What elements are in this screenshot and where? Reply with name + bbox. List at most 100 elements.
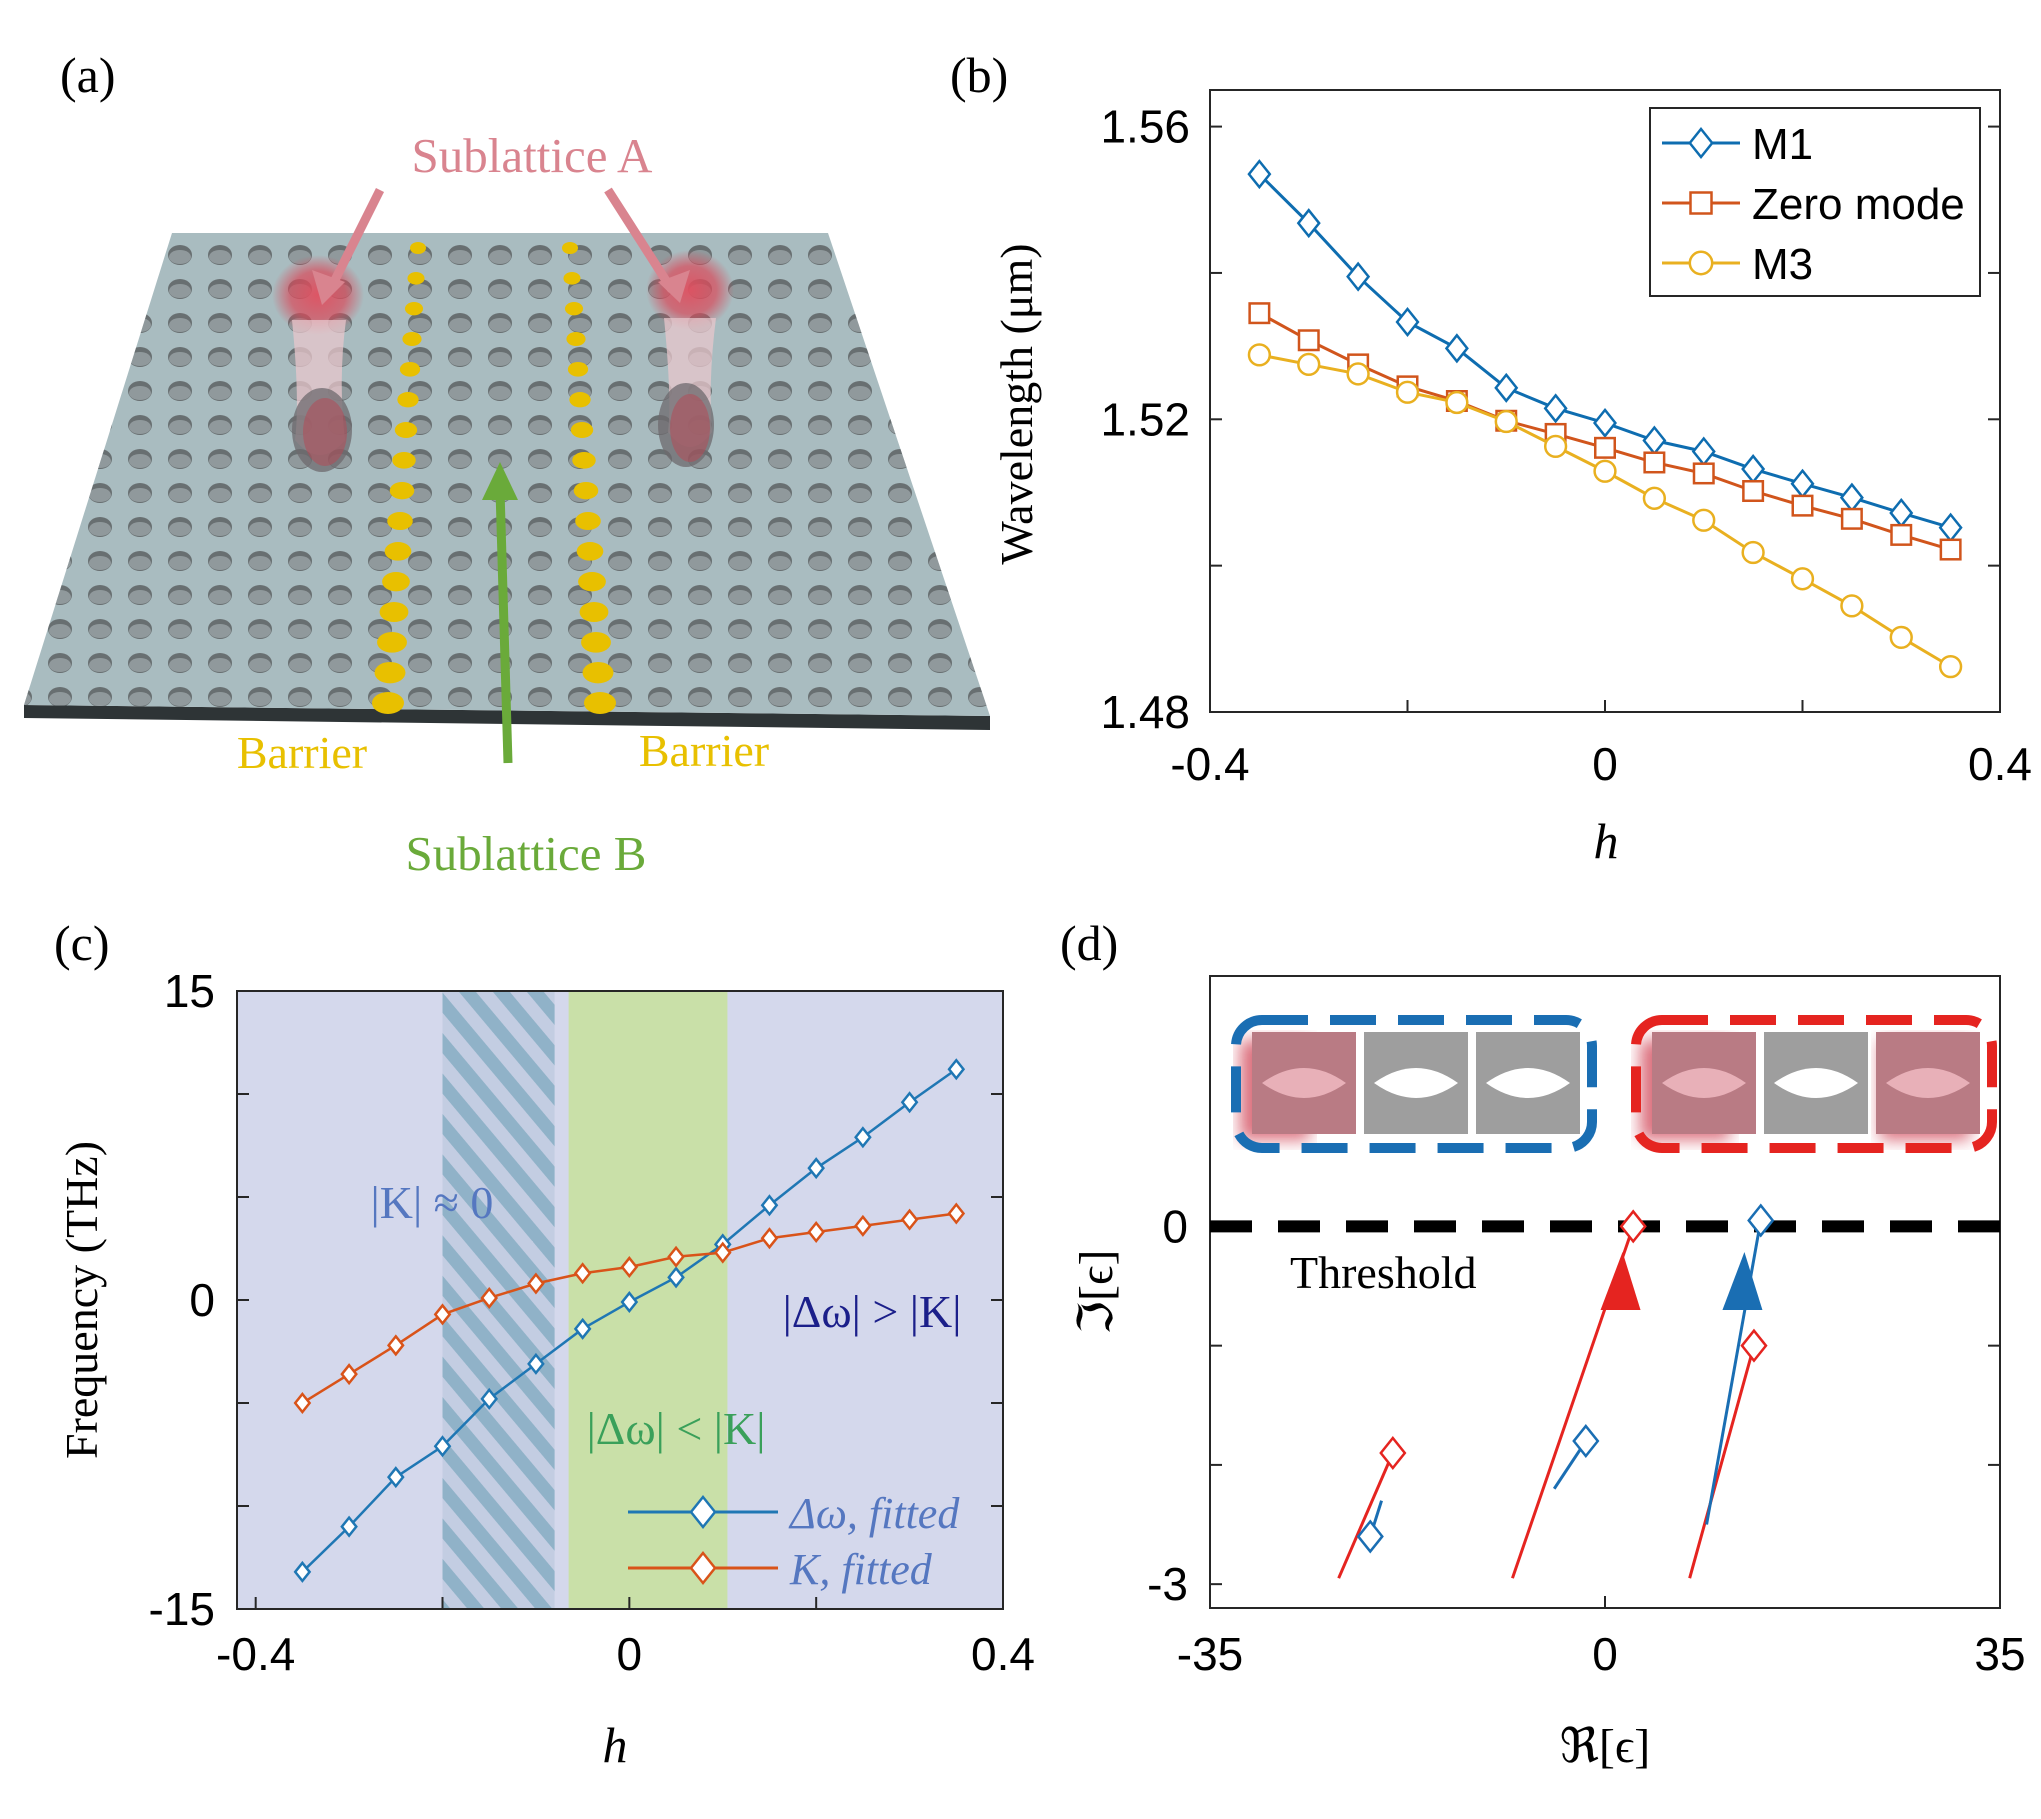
y-tick-label: 1.56 (1100, 101, 1190, 153)
panel-c-ylabel: Frequency (THz) (56, 1141, 107, 1459)
data-point (620, 1256, 639, 1279)
data-point (573, 1262, 592, 1285)
data-point (340, 1515, 358, 1538)
panel-c-series (293, 1058, 966, 1583)
legend-marker (689, 1550, 717, 1586)
region-dw-gt-k-label: |Δω| > |K| (783, 1286, 962, 1337)
legend-label: K, fitted (789, 1545, 933, 1594)
data-point (1643, 451, 1666, 474)
data-point (1592, 407, 1618, 438)
data-point (1247, 159, 1272, 190)
barrier-hole (392, 452, 416, 469)
legend-marker (1688, 126, 1714, 160)
barrier-hole (576, 542, 604, 561)
trajectory-arrow (1600, 1252, 1641, 1310)
data-point (1938, 654, 1963, 679)
data-point (387, 1334, 405, 1357)
panel-c-label: (c) (54, 915, 110, 971)
barrier-hole (573, 482, 599, 500)
y-tick-label: 1.52 (1100, 393, 1190, 445)
barrier-hole (407, 272, 425, 285)
x-tick-label: -0.4 (216, 1628, 295, 1680)
panel-c-legend: Δω, fitted K, fitted (628, 1489, 960, 1594)
barrier-holes-right (562, 242, 616, 714)
data-point (1572, 1424, 1600, 1459)
region-k-zero-label: |K| ≈ 0 (371, 1177, 494, 1228)
panel-c-xlabel: h (603, 1717, 628, 1773)
barrier-hole (570, 422, 594, 438)
panel-d-label: (d) (1060, 915, 1118, 971)
x-tick-label: -35 (1177, 1628, 1243, 1680)
x-tick-label: 0 (1592, 738, 1618, 790)
data-point (1379, 1435, 1407, 1470)
panel-b-label: (b) (950, 47, 1008, 103)
y-tick-label: 1.48 (1100, 686, 1190, 738)
data-point (433, 1303, 452, 1326)
data-point (1444, 333, 1469, 364)
data-point (480, 1286, 499, 1309)
data-point (1889, 625, 1913, 650)
cavity-right (1631, 1015, 1997, 1153)
data-point (1494, 372, 1519, 403)
y-tick-label: -15 (149, 1583, 215, 1635)
legend-marker (1689, 191, 1713, 215)
data-point (1619, 1209, 1647, 1244)
panel-b-ticks: -0.4 0 0.4 1.48 1.52 1.56 (1100, 101, 2032, 790)
x-tick-label: 0.4 (971, 1628, 1035, 1680)
panel-c-regions (442, 991, 728, 1609)
barrier-hole (402, 332, 422, 346)
data-point (854, 1126, 872, 1149)
barrier-left-label: Barrier (237, 727, 367, 778)
barrier-hole (566, 332, 586, 346)
barrier-hole (372, 692, 404, 714)
data-point (760, 1227, 779, 1250)
data-point (1890, 523, 1913, 546)
data-point (760, 1194, 779, 1217)
region-dw-lt-k-label: |Δω| < |K| (587, 1403, 766, 1454)
data-point (573, 1317, 592, 1340)
panel-d-ylabel: ℑ[ϵ] (1070, 1250, 1123, 1335)
panel-c-ticks: -0.4 0 0.4 -15 0 15 (149, 965, 1035, 1680)
data-point (1840, 507, 1863, 530)
panel-d-xlabel: ℜ[ϵ] (1560, 1720, 1650, 1773)
barrier-hole (584, 692, 616, 714)
legend-label: M1 (1752, 120, 1813, 169)
barrier-holes-left (372, 242, 426, 714)
data-point (900, 1091, 919, 1114)
y-tick-label: 0 (189, 1274, 215, 1326)
data-point (340, 1363, 358, 1386)
data-point (1939, 538, 1962, 561)
data-point (1543, 434, 1568, 459)
barrier-hole (399, 362, 421, 377)
panel-a-label: (a) (60, 47, 116, 103)
data-point (527, 1272, 545, 1295)
data-point (1790, 567, 1815, 591)
barrier-hole (394, 422, 418, 438)
panel-d-data (1210, 1203, 2000, 1579)
data-point (1297, 352, 1321, 377)
panel-b-legend: M1 Zero mode M3 (1649, 107, 1981, 297)
trajectory-line (1688, 1345, 1756, 1579)
barrier-hole (564, 302, 584, 316)
y-tick-label: -3 (1147, 1558, 1188, 1610)
data-point (854, 1214, 872, 1237)
barrier-right-label: Barrier (639, 725, 769, 776)
panel-d-ticks: -35 0 35 -3 0 (1147, 1200, 2025, 1680)
data-point (1543, 393, 1568, 424)
data-point (293, 1560, 312, 1583)
photonic-slab-holes (24, 233, 990, 716)
barrier-hole (581, 632, 611, 653)
sublattice-a-label: Sublattice A (412, 128, 653, 183)
legend-label: Zero mode (1752, 180, 1965, 229)
barrier-hole (569, 392, 591, 408)
data-point (1356, 1519, 1384, 1554)
data-point (1494, 409, 1518, 434)
sublattice-a-glow-right (646, 250, 734, 467)
sublattice-a-arrow-left-head (312, 270, 345, 305)
data-point (1692, 508, 1716, 532)
x-tick-label: 35 (1974, 1628, 2025, 1680)
data-point (1297, 329, 1320, 352)
data-point (527, 1352, 545, 1375)
